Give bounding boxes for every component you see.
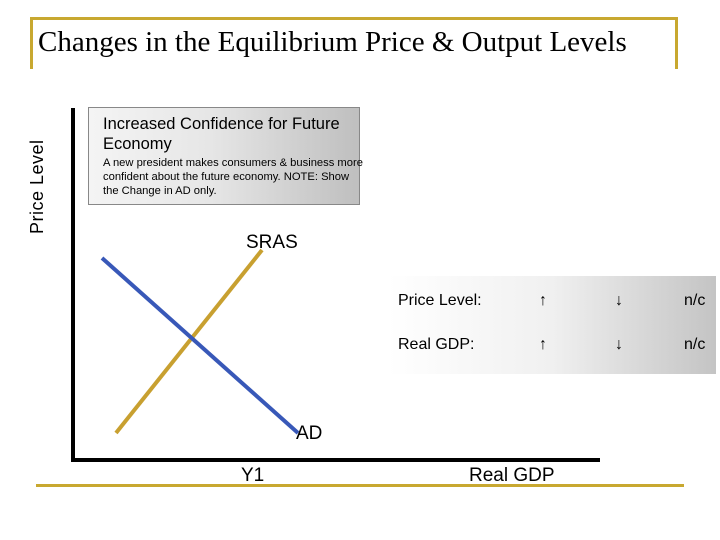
- scenario-text: A new president makes consumers & busine…: [103, 157, 363, 197]
- scenario-heading: Increased Confidence for Future Economy: [103, 115, 340, 153]
- sras-label: SRAS: [246, 232, 298, 253]
- increase-arrow-icon: ↑: [539, 292, 547, 309]
- sras-curve: [114, 248, 264, 435]
- y1-tick-label: Y1: [241, 465, 265, 486]
- decrease-arrow-icon: ↓: [615, 292, 623, 309]
- slide-title: Changes in the Equilibrium Price & Outpu…: [38, 26, 627, 58]
- no-change-label: n/c: [684, 292, 706, 309]
- frame-left-rule: [30, 17, 33, 69]
- frame-bottom-rule: [36, 484, 684, 487]
- table-row-label: Price Level:: [398, 292, 482, 309]
- no-change-label: n/c: [684, 336, 706, 353]
- table-row-label: Real GDP:: [398, 336, 475, 353]
- increase-arrow-icon: ↑: [539, 336, 547, 353]
- ad-curve: [100, 256, 300, 435]
- change-table: Price Level: ↑ ↓ n/c Real GDP: ↑ ↓ n/c: [388, 276, 716, 374]
- scenario-box: Increased Confidence for Future Economy …: [88, 107, 363, 205]
- frame-right-rule: [675, 17, 678, 69]
- frame-top-rule: [30, 17, 678, 20]
- ad-label: AD: [296, 423, 323, 444]
- x-axis-label: Real GDP: [469, 465, 555, 486]
- decrease-arrow-icon: ↓: [615, 336, 623, 353]
